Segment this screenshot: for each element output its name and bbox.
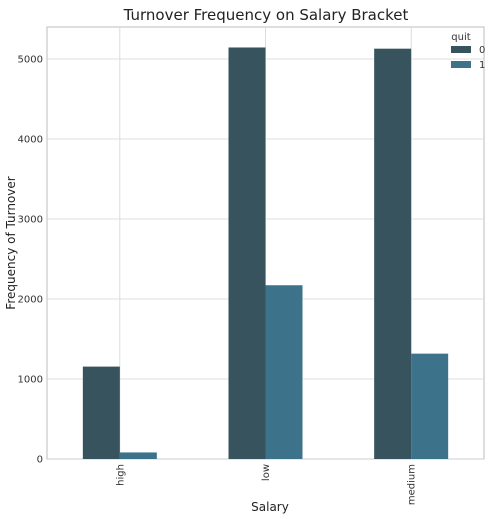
- bar-low-quit-0: [228, 47, 266, 459]
- x-axis: high low medium: [115, 464, 417, 505]
- y-tick-label: 3000: [18, 215, 43, 226]
- x-tick-label: medium: [407, 464, 418, 505]
- x-tick-label: low: [261, 464, 272, 481]
- chart-title: Turnover Frequency on Salary Bracket: [123, 6, 409, 24]
- y-tick-label: 4000: [18, 135, 43, 146]
- bar-high-quit-0: [82, 366, 120, 459]
- bar-low-quit-1: [265, 285, 303, 459]
- bar-high-quit-1: [119, 452, 157, 459]
- legend-label: 1: [479, 60, 485, 71]
- x-tick-label: high: [115, 464, 126, 486]
- bar-medium-quit-1: [411, 353, 449, 459]
- x-axis-label: Salary: [251, 500, 289, 514]
- y-axis-label: Frequency of Turnover: [4, 176, 18, 309]
- legend-label: 0: [479, 45, 485, 56]
- legend: quit 0 1: [451, 32, 485, 71]
- bars: [82, 47, 449, 460]
- y-tick-label: 2000: [18, 295, 43, 306]
- legend-title: quit: [451, 32, 470, 43]
- y-tick-label: 1000: [18, 375, 43, 386]
- bar-medium-quit-0: [374, 48, 412, 460]
- legend-swatch: [451, 61, 471, 68]
- y-tick-label: 0: [37, 455, 43, 466]
- y-tick-label: 5000: [18, 55, 43, 66]
- legend-swatch: [451, 46, 471, 53]
- y-axis: 0 1000 2000 3000 4000 5000: [18, 55, 43, 466]
